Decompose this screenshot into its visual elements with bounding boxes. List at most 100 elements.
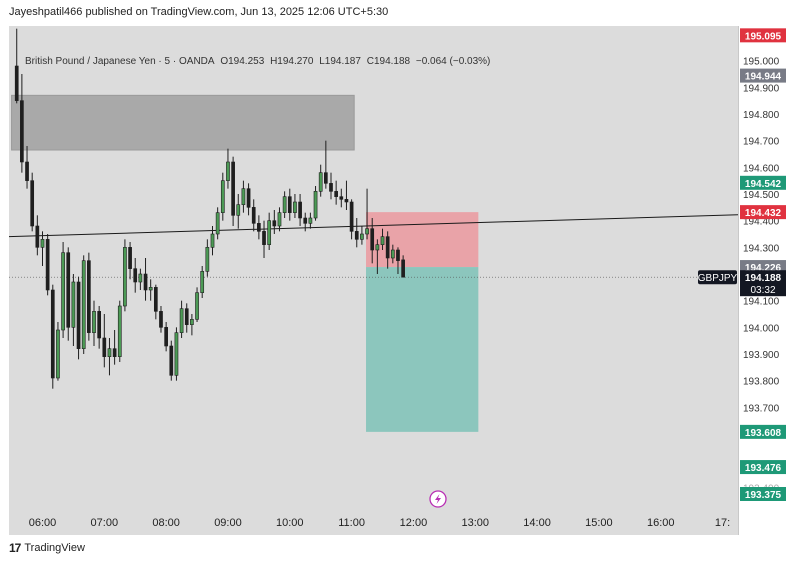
candle-body [200, 271, 205, 293]
time-tick-label: 11:00 [338, 517, 365, 529]
price-label-green: 194.542 [740, 175, 786, 190]
price-tick-label: 194.600 [743, 163, 780, 174]
price-label-text: 194.432 [745, 208, 782, 219]
candle-body [334, 191, 338, 197]
symbol-legend: British Pound / Japanese Yen · 5 · OANDA… [25, 56, 493, 67]
candle-body [92, 311, 96, 333]
price-label-green: 193.375 [740, 487, 786, 501]
candle-body [71, 281, 76, 328]
candle-body [282, 196, 287, 213]
candle-body [360, 233, 364, 240]
candle-body [81, 260, 86, 349]
candle-body [164, 327, 168, 347]
price-tick-label: 194.100 [743, 297, 780, 308]
price-label-text: 194.542 [745, 179, 782, 190]
candle-body [349, 201, 354, 232]
candle-body [272, 220, 277, 227]
price-label-text: 195.095 [745, 31, 782, 42]
price-label-green: 193.476 [740, 460, 786, 475]
candle-body [20, 100, 24, 163]
time-tick-label: 12:00 [400, 517, 428, 529]
candle-body [246, 188, 251, 208]
price-tick-label: 194.300 [743, 243, 780, 254]
time-tick-label: 13:00 [461, 517, 489, 529]
candle-body [329, 183, 333, 192]
time-tick-label: 14:00 [523, 517, 551, 529]
candle-body [323, 172, 328, 184]
candle-body [50, 289, 55, 379]
candle-body [174, 332, 179, 376]
candle-body [169, 345, 174, 376]
candle-body [298, 201, 302, 219]
candle-body [236, 204, 241, 216]
price-tick-label: 194.900 [743, 83, 780, 94]
price-tick-label: 193.700 [743, 403, 780, 414]
candle-body [148, 287, 153, 291]
price-label-grey: 194.944 [740, 68, 786, 83]
time-tick-label: 07:00 [91, 517, 119, 529]
candle-body [257, 223, 261, 232]
price-tick-label: 194.800 [743, 110, 780, 121]
candle-body [339, 196, 344, 200]
price-label-green: 193.608 [740, 424, 786, 439]
candle-body [262, 231, 266, 245]
publisher-caption: Jayeshpatil466 published on TradingView.… [9, 6, 389, 18]
candle-body [293, 201, 297, 213]
candle-body [231, 161, 235, 216]
brand-name: TradingView [24, 542, 85, 554]
candle-body [287, 196, 292, 213]
candle-body [308, 217, 313, 224]
candle-body [153, 287, 158, 312]
candle-body [401, 259, 405, 278]
candle-body [14, 65, 19, 101]
footer-brand: 17 TradingView [9, 541, 85, 555]
candle-body [195, 292, 199, 320]
candle-body [66, 252, 71, 328]
candle-body [396, 249, 400, 261]
legend-symbol: British Pound / Japanese Yen · 5 · OANDA [25, 56, 215, 67]
legend-close: C194.188 [366, 56, 411, 67]
candle-body [97, 311, 102, 339]
chart-area[interactable]: 06:00 07:00 08:00 09:00 10:00 11:00 12:00 13:00… [9, 26, 738, 535]
candle-body [370, 228, 375, 251]
price-axis[interactable]: 195.000 194.900 194.800 194.700 194.600 194.5… [738, 26, 800, 535]
candle-body [205, 247, 210, 272]
supply-zone [11, 94, 355, 151]
price-label-text: 194.944 [745, 72, 782, 83]
candle-body [45, 239, 50, 291]
price-tick-label: 194.500 [743, 190, 780, 201]
time-tick-label: 06:00 [29, 517, 57, 529]
candle-body [30, 180, 35, 227]
price-tick-label: 195.000 [743, 57, 780, 68]
candle-body [179, 308, 184, 333]
candle-body [61, 252, 65, 331]
price-tick-label: 193.900 [743, 350, 780, 361]
candle-body [112, 348, 117, 357]
candle-body [344, 199, 349, 203]
candle-body [210, 233, 215, 248]
candle-body [380, 236, 385, 245]
price-label-red: 195.095 [740, 28, 786, 43]
time-tick-label: 09:00 [214, 517, 242, 529]
legend-high: H194.270 [270, 56, 314, 67]
candle-body [190, 319, 194, 325]
legend-low: L194.187 [319, 56, 361, 67]
candle-body [128, 247, 132, 269]
candle-body [215, 212, 220, 235]
symbol-tag: GBPJPY [698, 270, 738, 285]
candle-body [117, 305, 122, 357]
lightning-icon [429, 490, 447, 508]
candle-body [138, 273, 143, 283]
candle-body [184, 308, 189, 325]
time-tick-label: 15:00 [585, 517, 613, 529]
candle-body [35, 225, 40, 248]
candle-body [143, 273, 148, 291]
time-tick-label: 08:00 [152, 517, 180, 529]
take-profit-zone [366, 267, 479, 432]
candle-body [220, 180, 225, 213]
candle-body [267, 220, 272, 245]
candlestick-chart[interactable]: 06:00 07:00 08:00 09:00 10:00 11:00 12:00 13:00… [9, 26, 738, 535]
legend-change: −0.064 (−0.03%) [415, 56, 491, 67]
candle-body [251, 207, 256, 224]
